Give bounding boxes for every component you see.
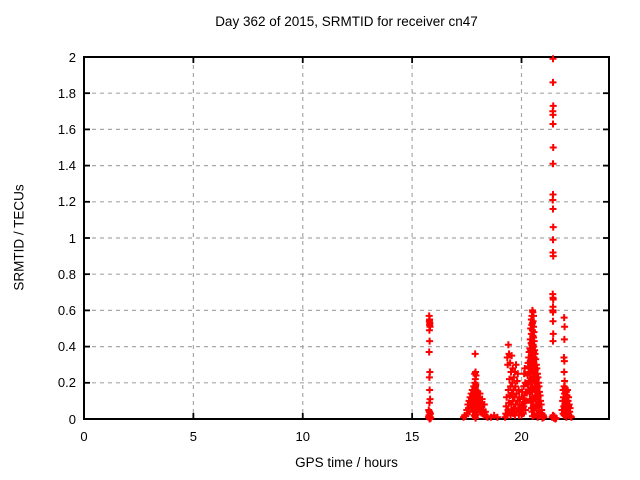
- axis-ticks: [83, 56, 609, 420]
- y-tick-label: 1: [68, 230, 76, 246]
- x-tick-label: 20: [514, 429, 529, 444]
- x-tick-label: 5: [189, 429, 197, 444]
- chart-title: Day 362 of 2015, SRMTID for receiver cn4…: [215, 14, 478, 29]
- x-axis-label: GPS time / hours: [295, 455, 398, 470]
- y-tick-label: 1.6: [57, 121, 76, 137]
- y-tick-label: 1.8: [57, 85, 76, 101]
- y-tick-label: 1.2: [57, 194, 76, 210]
- y-tick-label: 0.6: [57, 302, 76, 318]
- y-tick-label: 0.4: [57, 339, 76, 355]
- y-tick-label: 0: [68, 411, 76, 427]
- data-points: [425, 55, 575, 423]
- y-tick-label: 2: [68, 49, 76, 65]
- y-tick-label: 1.4: [57, 158, 76, 174]
- x-tick-label: 15: [404, 429, 420, 444]
- x-tick-label: 0: [80, 429, 88, 444]
- scatter-plus-markers: [425, 55, 575, 423]
- x-tick-label: 10: [295, 429, 310, 444]
- y-tick-label: 0.2: [57, 375, 76, 391]
- y-tick-label: 0.8: [57, 266, 76, 282]
